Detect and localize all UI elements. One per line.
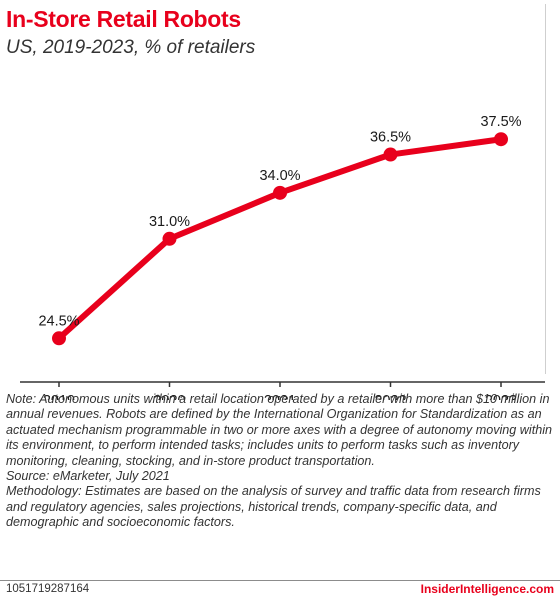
x-tick-label: 2022 <box>374 393 406 400</box>
x-tick-label: 2019 <box>43 393 75 400</box>
footer-divider <box>0 580 560 581</box>
chart-title: In-Store Retail Robots <box>6 6 241 32</box>
data-point <box>383 147 398 162</box>
data-point <box>273 185 287 200</box>
data-label: 36.5% <box>370 130 411 146</box>
data-point <box>162 231 177 246</box>
x-tick-label: 2023 <box>485 393 517 400</box>
x-tick-label: 2021 <box>264 393 296 400</box>
chart-right-border <box>545 4 546 374</box>
brand-link[interactable]: InsiderIntelligence.com <box>420 582 554 596</box>
x-tick-label: 2020 <box>153 393 185 400</box>
data-label: 31.0% <box>149 214 190 230</box>
data-point <box>494 132 508 147</box>
line-chart: 2019 2020 2021 2022 2023 24.5% 31.0% 34.0% 36.5%… <box>20 114 545 400</box>
chart-notes: Note: Autonomous units within a retail l… <box>6 392 556 531</box>
data-label: 24.5% <box>38 313 79 329</box>
data-point <box>52 331 66 346</box>
chart-id: 1051719287164 <box>6 583 90 595</box>
methodology-text: Methodology: Estimates are based on the … <box>6 484 541 530</box>
data-label: 34.0% <box>259 168 300 184</box>
data-label: 37.5% <box>480 114 521 130</box>
note-text: Note: Autonomous units within a retail l… <box>6 392 552 468</box>
chart-subtitle: US, 2019-2023, % of retailers <box>6 37 256 58</box>
source-text: Source: eMarketer, July 2021 <box>6 469 170 484</box>
